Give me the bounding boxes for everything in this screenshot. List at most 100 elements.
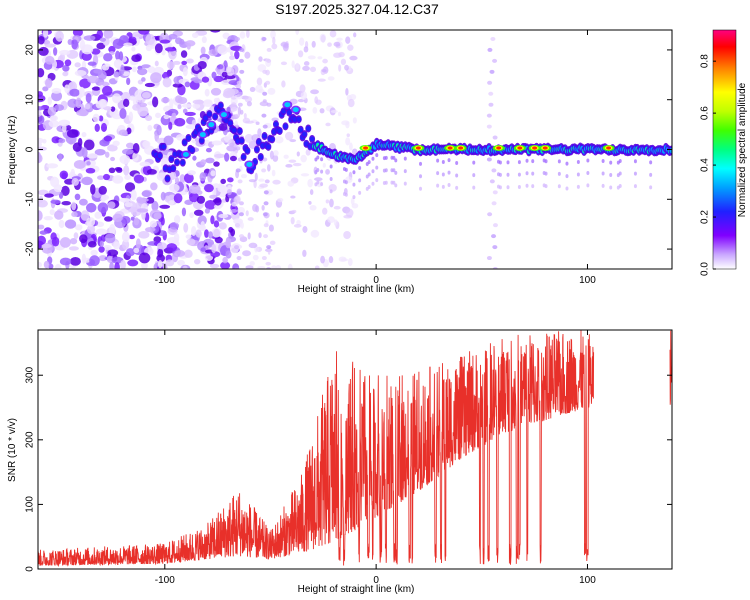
spectrogram-blob xyxy=(184,111,196,117)
spectrogram-blob xyxy=(68,246,79,251)
spectrogram-blob xyxy=(121,231,130,243)
snr-y-tick-label: 100 xyxy=(25,496,36,513)
spectrogram-blob xyxy=(104,233,116,244)
spectrogram-blob xyxy=(281,80,286,88)
snr-x-tick-label: -100 xyxy=(155,575,175,586)
spectrogram-blob xyxy=(204,88,210,97)
spectrogram-blob xyxy=(38,152,42,163)
spectrogram-blob xyxy=(246,101,252,107)
spectrogram-blob xyxy=(86,153,99,159)
spectrogram-blob xyxy=(265,144,271,150)
spectrogram-blob xyxy=(291,209,297,214)
spectrogram-blob xyxy=(352,117,357,124)
spectrogram-blob xyxy=(150,72,162,84)
spectrogram-blob xyxy=(262,133,267,139)
spectrogram-blob xyxy=(289,139,297,143)
spectrogram-blob xyxy=(237,179,243,184)
spectrogram-blob xyxy=(517,185,521,190)
spectrogram-blob xyxy=(120,259,126,269)
spectrogram-blob xyxy=(165,259,175,267)
spectrogram-blob xyxy=(91,86,101,91)
spectrogram-blob xyxy=(314,265,320,269)
spectrogram-blob xyxy=(180,50,188,58)
spectrogram-blob xyxy=(384,155,388,160)
spectrogram-blob xyxy=(229,51,234,56)
spectrogram-blob xyxy=(557,184,561,189)
spectrogram-blob xyxy=(181,103,193,108)
spectrogram-blob xyxy=(69,88,80,97)
spectrogram-blob xyxy=(74,193,81,201)
spectrogram-blob xyxy=(349,142,353,151)
spectrogram-blob xyxy=(322,162,326,168)
spectrogram-blob xyxy=(187,170,196,176)
spectrogram-blob xyxy=(247,217,254,221)
spectrogram-blob xyxy=(94,148,106,156)
spectrogram-blob xyxy=(81,51,92,61)
spectrogram-blob xyxy=(491,168,497,173)
snr-y-ticks: 0 100 200 300 xyxy=(25,366,672,572)
spectrogram-blob xyxy=(72,30,83,37)
spectrogram-blob xyxy=(227,120,233,126)
spectrogram-blob xyxy=(144,226,156,233)
spectrogram-blob xyxy=(112,140,120,147)
spectrogram-blob xyxy=(329,198,334,208)
spectrogram-blob xyxy=(238,201,244,206)
spectrogram-blob xyxy=(269,240,276,246)
spectrogram-blob xyxy=(200,159,207,166)
spectrogram-blob xyxy=(203,184,214,193)
spectrogram-blob xyxy=(340,258,349,262)
spectrogram-blob xyxy=(71,201,77,211)
spectrogram-blob xyxy=(222,256,228,264)
spectrogram-blob xyxy=(333,205,341,210)
spectrogram-blob xyxy=(316,168,320,173)
spectrogram-blob xyxy=(565,186,569,191)
spectrogram-blob xyxy=(343,230,351,240)
spectrogram-blob xyxy=(147,124,153,131)
spectrogram-blob xyxy=(44,43,56,48)
spectrogram-blob xyxy=(490,36,496,41)
spectrogram-blob xyxy=(135,238,141,250)
spectrogram-blob xyxy=(506,172,510,177)
spectrogram-blob xyxy=(586,158,590,163)
spectrogram-blob xyxy=(302,249,307,258)
spectrogram-blob xyxy=(367,160,371,165)
spectrogram-blob xyxy=(316,155,320,160)
spectrogram-blob xyxy=(113,241,121,250)
spectrogram-blob xyxy=(246,161,253,167)
spectrogram-blob xyxy=(315,99,322,105)
spectrogram-blob xyxy=(217,184,226,193)
spectrogram-blob xyxy=(133,174,145,184)
spectrogram-blob xyxy=(112,175,124,184)
spectrogram-blob xyxy=(244,133,254,143)
spectrogram-blob xyxy=(263,234,269,239)
spectrogram-blob xyxy=(166,243,178,252)
spectrogram-blob xyxy=(261,36,267,41)
spectrogram-blob xyxy=(649,185,653,190)
spectrogram-blob xyxy=(120,216,131,225)
spectrogram-blob xyxy=(238,58,244,63)
spectrogram-blob xyxy=(312,107,318,114)
spectrogram-blob xyxy=(225,250,232,259)
spectrogram-blob xyxy=(83,139,95,151)
spectrogram-blob xyxy=(338,64,342,72)
spectrogram-blob xyxy=(81,176,93,186)
spectrogram-blob xyxy=(183,173,194,184)
spectrogram-blob xyxy=(110,156,115,162)
spectrogram-blob xyxy=(172,83,183,88)
spectrogram-blob xyxy=(486,256,492,261)
spectrogram-blob xyxy=(542,146,548,150)
spectrogram-blob xyxy=(347,257,353,267)
spectrogram-blob xyxy=(441,159,445,164)
spectrogram-blob xyxy=(329,189,333,194)
spectrogram-y-tick-label: 20 xyxy=(25,44,36,56)
spectrogram-blob xyxy=(317,56,323,60)
spectrogram-blob xyxy=(43,260,50,269)
spectrogram-blob xyxy=(59,257,72,266)
spectrogram-blob xyxy=(131,54,141,63)
spectrogram-blob xyxy=(239,138,245,144)
spectrogram-blob xyxy=(287,180,295,187)
spectrogram-blob xyxy=(240,222,244,229)
spectrogram-blob xyxy=(344,192,348,197)
spectrogram-blob xyxy=(436,171,440,176)
spectrogram-blob xyxy=(59,237,71,248)
